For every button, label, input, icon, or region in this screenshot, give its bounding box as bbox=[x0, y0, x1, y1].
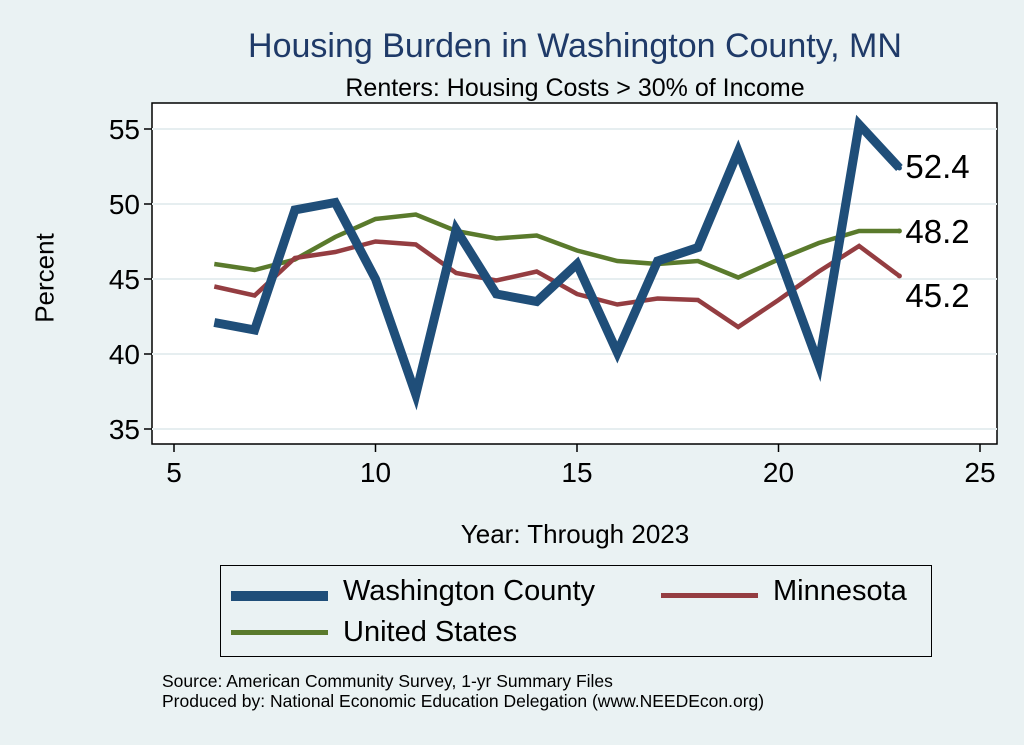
x-tick-label: 5 bbox=[166, 457, 182, 488]
chart-subtitle: Renters: Housing Costs > 30% of Income bbox=[345, 74, 805, 102]
end-label-united-states: 48.2 bbox=[905, 213, 969, 250]
legend-label-washington-county: Washington County bbox=[343, 575, 596, 607]
y-tick-label: 40 bbox=[109, 339, 140, 370]
y-tick-label: 55 bbox=[109, 114, 140, 145]
x-tick-label: 20 bbox=[763, 457, 794, 488]
series-end-point-minnesota bbox=[896, 273, 902, 279]
series-line-united-states bbox=[213, 212, 900, 280]
legend-key-minnesota bbox=[661, 593, 758, 598]
series-line-washington-county bbox=[213, 114, 903, 411]
x-tick-label: 15 bbox=[561, 457, 592, 488]
source-note: Source: American Community Survey, 1-yr … bbox=[162, 671, 613, 691]
y-tick-label: 45 bbox=[109, 264, 140, 295]
series-end-point-united-states bbox=[896, 228, 902, 234]
legend-key-washington-county bbox=[231, 591, 328, 601]
legend-label-united-states: United States bbox=[343, 616, 518, 648]
y-tick-label: 50 bbox=[109, 189, 140, 220]
chart-title: Housing Burden in Washington County, MN bbox=[248, 27, 902, 65]
series-end-point-washington-county bbox=[896, 165, 902, 171]
legend-label-minnesota: Minnesota bbox=[773, 575, 907, 607]
x-axis-label: Year: Through 2023 bbox=[460, 519, 690, 549]
end-label-minnesota: 45.2 bbox=[905, 277, 969, 314]
y-tick-label: 35 bbox=[109, 414, 140, 445]
legend: Washington County Minnesota United State… bbox=[220, 565, 932, 657]
x-tick-label: 10 bbox=[360, 457, 391, 488]
legend-key-united-states bbox=[231, 630, 328, 635]
end-label-washington-county: 52.4 bbox=[905, 148, 969, 185]
producer-note: Produced by: National Economic Education… bbox=[162, 691, 765, 711]
x-tick-label: 25 bbox=[964, 457, 995, 488]
